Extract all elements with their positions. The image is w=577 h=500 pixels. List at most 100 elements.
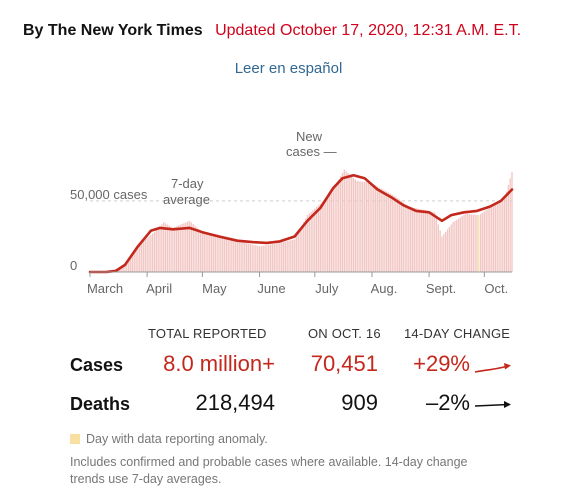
case-bar <box>139 244 141 272</box>
case-bar <box>483 211 486 272</box>
case-bar <box>374 185 377 272</box>
anomaly-swatch <box>70 434 80 444</box>
case-bar <box>146 237 148 272</box>
case-bar <box>384 190 386 272</box>
annotation-new-cases: New cases — <box>286 129 337 159</box>
spanish-link[interactable]: Leer en español <box>234 60 343 77</box>
case-bar <box>185 222 187 272</box>
case-bar <box>172 227 174 272</box>
case-bar <box>347 172 349 272</box>
case-bar <box>262 245 264 272</box>
case-bar <box>205 232 207 272</box>
case-bar <box>376 186 379 272</box>
anomaly-legend: Day with data reporting anomaly. <box>70 432 268 446</box>
case-bar <box>362 181 364 272</box>
case-bar <box>209 233 211 272</box>
case-bar <box>393 195 395 272</box>
case-bar <box>358 181 360 272</box>
case-bar <box>360 181 362 272</box>
case-bar <box>175 226 178 272</box>
case-bar <box>148 236 150 272</box>
case-bar <box>216 234 218 272</box>
case-bar <box>312 210 314 272</box>
y-tick-label: 0 <box>70 258 77 273</box>
case-bar <box>242 242 244 272</box>
case-bar <box>332 189 334 272</box>
case-bar <box>144 239 146 272</box>
case-bar <box>485 210 487 272</box>
case-bar <box>338 179 340 272</box>
case-bar <box>234 240 237 272</box>
case-bar <box>222 236 224 272</box>
case-bar <box>128 260 130 272</box>
x-axis: March April May June July Aug. Sept. Oct. <box>87 271 512 296</box>
case-bar <box>233 239 235 272</box>
case-bar <box>452 222 454 272</box>
case-bar <box>306 215 309 272</box>
case-bar <box>187 221 189 272</box>
case-bar <box>402 202 404 272</box>
case-bar <box>328 193 331 272</box>
case-bar <box>214 234 216 272</box>
cases-total: 8.0 million+ <box>163 351 275 376</box>
case-bar <box>295 235 298 272</box>
case-bar <box>310 211 312 272</box>
case-bar <box>389 193 392 272</box>
case-bar <box>258 246 261 272</box>
deaths-day: 909 <box>341 390 378 415</box>
case-bar <box>299 228 301 272</box>
case-bar <box>417 208 419 272</box>
case-bar <box>435 218 438 272</box>
case-bar <box>223 236 226 272</box>
case-bar <box>398 199 401 272</box>
case-bar <box>428 211 430 272</box>
case-bar <box>174 227 176 272</box>
case-bar <box>120 266 122 272</box>
y-tick-label: 50,000 cases <box>70 187 148 202</box>
case-bar <box>345 171 347 272</box>
case-bar <box>415 208 417 272</box>
case-bar <box>210 233 213 272</box>
case-bar <box>457 218 460 272</box>
header-day: ON OCT. 16 <box>308 326 381 341</box>
case-bar <box>443 234 445 272</box>
case-bar <box>500 200 502 272</box>
case-bar <box>369 182 371 272</box>
deaths-trend-arrow-icon <box>474 401 511 408</box>
case-bar <box>365 182 368 272</box>
case-bar <box>352 177 355 272</box>
case-bar <box>354 179 357 272</box>
case-bar <box>292 239 294 272</box>
case-bar <box>480 213 482 272</box>
deaths-change: –2% <box>425 390 470 415</box>
case-bar <box>203 232 205 272</box>
case-bar <box>330 191 333 272</box>
case-bar <box>153 232 156 272</box>
case-bar <box>251 244 253 272</box>
header-change: 14-DAY CHANGE <box>404 326 511 341</box>
case-bar <box>192 224 194 272</box>
case-bar <box>468 214 471 272</box>
case-bar <box>308 213 310 272</box>
case-bar <box>496 202 498 272</box>
row-label-deaths: Deaths <box>70 394 131 414</box>
case-bar <box>454 221 456 272</box>
cases-trend-arrow-icon <box>474 363 511 373</box>
case-bar <box>498 201 500 272</box>
case-bar <box>188 220 191 272</box>
case-bar <box>373 184 375 272</box>
case-bar <box>280 242 283 272</box>
case-bar <box>391 194 393 272</box>
case-bar <box>218 235 220 272</box>
case-bar <box>293 239 296 272</box>
case-bar <box>456 219 458 272</box>
case-bar <box>142 240 145 272</box>
case-bar <box>413 207 415 272</box>
case-bar <box>408 206 410 272</box>
case-bar <box>122 264 124 272</box>
annotation-7-day-line1: 7-day <box>171 176 204 191</box>
case-bar <box>225 237 228 272</box>
case-bar <box>247 243 250 272</box>
x-tick-label: Aug. <box>371 281 398 296</box>
case-bar <box>207 233 209 272</box>
